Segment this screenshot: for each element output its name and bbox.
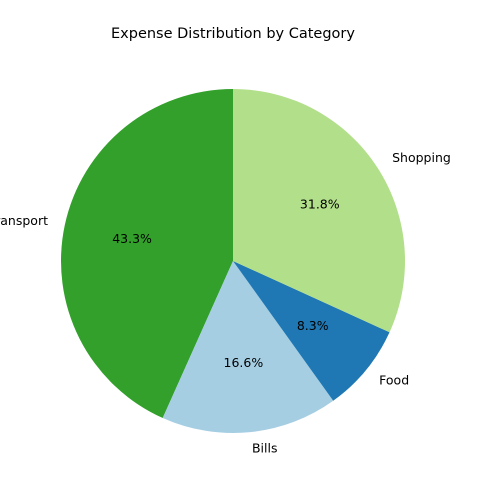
pie-slice-food: [233, 261, 390, 401]
pie-slices: [61, 89, 406, 433]
slice-label-shopping: Shopping: [392, 150, 451, 165]
slice-label-food: Food: [379, 373, 409, 388]
pct-label-transport: 43.3%: [112, 231, 152, 246]
pie-slice-transport: [61, 89, 233, 418]
pie-labels: Transport 43.3% Bills 16.6% Food 8.3% Shopping…: [0, 150, 451, 456]
pie-slice-shopping: [233, 89, 406, 333]
chart-title: Expense Distribution by Category: [111, 26, 355, 42]
pct-label-food: 8.3%: [297, 318, 329, 333]
pie-slice-bills: [162, 261, 334, 433]
pct-label-shopping: 31.8%: [300, 197, 340, 212]
slice-label-bills: Bills: [252, 441, 278, 456]
slice-label-transport: Transport: [0, 213, 48, 228]
pct-label-bills: 16.6%: [224, 355, 264, 370]
